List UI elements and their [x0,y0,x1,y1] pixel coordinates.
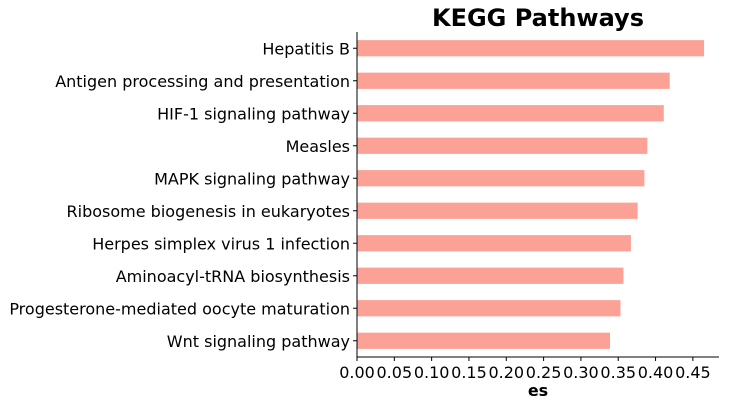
x-tick-label-9: 0.45 [675,363,711,382]
bar-7 [357,267,624,284]
bar-3 [357,137,648,154]
x-tick-label-8: 0.40 [638,363,674,382]
x-ticks-group: 0.00 0.05 0.10 0.15 0.20 0.25 0.30 0.35 0.40 0.45 [339,357,711,382]
x-tick-label-3: 0.15 [451,363,487,382]
category-label-3: Measles [286,137,350,156]
x-tick-label-1: 0.05 [377,363,413,382]
bars-group [357,40,705,349]
x-tick-label-4: 0.20 [488,363,524,382]
bar-4 [357,170,645,187]
x-tick-label-2: 0.10 [414,363,450,382]
bar-5 [357,202,638,219]
bar-8 [357,300,621,317]
x-tick-label-5: 0.25 [526,363,562,382]
category-label-1: Antigen processing and presentation [55,72,350,91]
category-labels-group: Hepatitis B Antigen processing and presen… [9,39,357,351]
category-label-7: Aminoacyl-tRNA biosynthesis [116,267,350,286]
x-tick-label-6: 0.30 [563,363,599,382]
x-tick-label-0: 0.00 [339,363,375,382]
bar-9 [357,332,611,349]
category-label-2: HIF-1 signaling pathway [157,104,350,123]
category-label-5: Ribosome biogenesis in eukaryotes [67,202,350,221]
x-tick-label-7: 0.35 [600,363,636,382]
category-label-8: Progesterone-mediated oocyte maturation [9,299,350,318]
category-label-6: Herpes simplex virus 1 infection [92,234,350,253]
bar-1 [357,72,670,89]
x-axis-label: es [528,381,548,400]
category-label-9: Wnt signaling pathway [167,332,350,351]
bar-6 [357,235,631,252]
category-label-0: Hepatitis B [262,39,350,58]
bar-2 [357,105,664,122]
chart-title: KEGG Pathways [432,4,644,32]
bar-0 [357,40,705,57]
category-label-4: MAPK signaling pathway [154,169,350,188]
